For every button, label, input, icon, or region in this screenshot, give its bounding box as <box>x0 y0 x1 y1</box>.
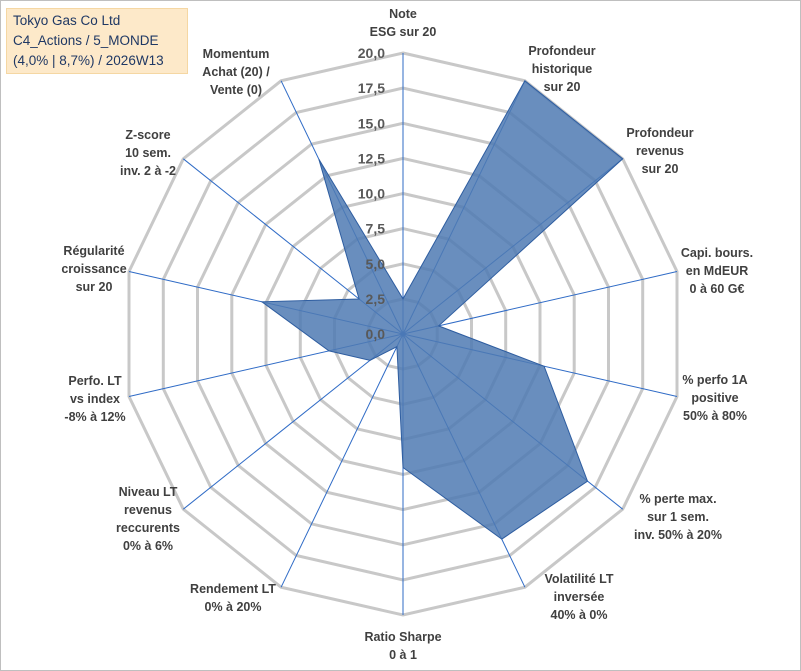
axis-label-11-line-1: croissance <box>61 262 126 276</box>
axis-label-12: Z-score 10 sem. inv. 2 à -2 <box>120 128 176 178</box>
axis-label-7-line-0: Ratio Sharpe <box>364 630 441 644</box>
axis-label-9: Niveau LT revenus reccurents 0% à 6% <box>116 485 180 553</box>
axis-label-3-line-2: 0 à 60 G€ <box>690 282 745 296</box>
axis-label-9-line-2: reccurents <box>116 521 180 535</box>
radar-series <box>260 80 624 540</box>
axis-label-2-line-2: sur 20 <box>642 162 679 176</box>
axis-label-9-line-0: Niveau LT <box>119 485 178 499</box>
axis-label-11-line-2: sur 20 <box>76 280 113 294</box>
tick-label-2: 5,0 <box>366 256 386 272</box>
axis-label-9-line-3: 0% à 6% <box>123 539 173 553</box>
axis-label-13-line-1: Achat (20) / <box>202 65 270 79</box>
spoke-8 <box>280 333 404 588</box>
axis-label-3-line-1: en MdEUR <box>686 264 749 278</box>
tick-label-5: 12,5 <box>358 150 385 166</box>
axis-label-1: Profondeur historique sur 20 <box>528 44 595 94</box>
axis-label-1-line-1: historique <box>532 62 592 76</box>
axis-label-6-line-2: 40% à 0% <box>551 608 608 622</box>
axis-label-10-line-1: vs index <box>70 392 120 406</box>
axis-label-5-line-0: % perte max. <box>639 492 716 506</box>
axis-label-0-line-0: Note <box>389 7 417 21</box>
axis-label-1-line-2: sur 20 <box>544 80 581 94</box>
series-area <box>260 80 624 540</box>
tick-label-3: 7,5 <box>366 221 386 237</box>
tick-label-1: 2,5 <box>366 291 386 307</box>
axis-label-4-line-0: % perfo 1A <box>682 373 747 387</box>
axis-label-5: % perte max. sur 1 sem. inv. 50% à 20% <box>634 492 722 542</box>
axis-label-9-line-1: revenus <box>124 503 172 517</box>
radar-tick-labels: 0,0 2,5 5,0 7,5 10,0 12,5 15,0 17,5 20,0 <box>358 45 385 342</box>
axis-label-11-line-0: Régularité <box>63 244 124 258</box>
axis-label-3-line-0: Capi. bours. <box>681 246 753 260</box>
tick-label-0: 0,0 <box>366 326 386 342</box>
axis-label-8-line-1: 0% à 20% <box>205 600 262 614</box>
axis-label-8: Rendement LT 0% à 20% <box>190 582 276 614</box>
axis-label-4-line-2: 50% à 80% <box>683 409 747 423</box>
axis-label-7-line-1: 0 à 1 <box>389 648 417 662</box>
chart-title-box: Tokyo Gas Co Ltd C4_Actions / 5_MONDE (4… <box>6 8 188 74</box>
axis-label-12-line-0: Z-score <box>125 128 170 142</box>
axis-label-11: Régularité croissance sur 20 <box>61 244 126 294</box>
axis-label-7: Ratio Sharpe 0 à 1 <box>364 630 441 662</box>
axis-label-10-line-2: -8% à 12% <box>64 410 125 424</box>
tick-label-6: 15,0 <box>358 115 385 131</box>
axis-label-13-line-0: Momentum <box>203 47 270 61</box>
axis-label-5-line-2: inv. 50% à 20% <box>634 528 722 542</box>
axis-label-6-line-1: inversée <box>554 590 605 604</box>
tick-label-8: 20,0 <box>358 45 385 61</box>
axis-label-0: Note ESG sur 20 <box>370 7 437 39</box>
tick-label-7: 17,5 <box>358 80 385 96</box>
tick-label-4: 10,0 <box>358 186 385 202</box>
title-stats: (4,0% | 8,7%) / 2026W13 <box>13 53 164 68</box>
axis-label-4-line-1: positive <box>691 391 738 405</box>
axis-label-12-line-2: inv. 2 à -2 <box>120 164 176 178</box>
axis-label-10: Perfo. LT vs index -8% à 12% <box>64 374 125 424</box>
axis-label-10-line-0: Perfo. LT <box>68 374 122 388</box>
axis-label-6-line-0: Volatilité LT <box>545 572 614 586</box>
spoke-3 <box>402 271 678 335</box>
axis-label-2: Profondeur revenus sur 20 <box>626 126 693 176</box>
axis-label-4: % perfo 1A positive 50% à 80% <box>682 373 747 423</box>
axis-label-1-line-0: Profondeur <box>528 44 595 58</box>
axis-label-13: Momentum Achat (20) / Vente (0) <box>202 47 270 97</box>
axis-label-2-line-0: Profondeur <box>626 126 693 140</box>
axis-label-2-line-1: revenus <box>636 144 684 158</box>
spoke-9 <box>182 333 404 510</box>
title-category: C4_Actions / 5_MONDE <box>13 33 159 48</box>
axis-label-3: Capi. bours. en MdEUR 0 à 60 G€ <box>681 246 753 296</box>
axis-label-0-line-1: ESG sur 20 <box>370 25 437 39</box>
axis-label-12-line-1: 10 sem. <box>125 146 171 160</box>
radar-axis-labels: Note ESG sur 20 Profondeur historique sur 20… <box>61 7 753 662</box>
axis-label-13-line-2: Vente (0) <box>210 83 262 97</box>
axis-label-5-line-1: sur 1 sem. <box>647 510 709 524</box>
axis-label-6: Volatilité LT inversée 40% à 0% <box>545 572 614 622</box>
axis-label-8-line-0: Rendement LT <box>190 582 276 596</box>
title-company: Tokyo Gas Co Ltd <box>13 13 121 28</box>
